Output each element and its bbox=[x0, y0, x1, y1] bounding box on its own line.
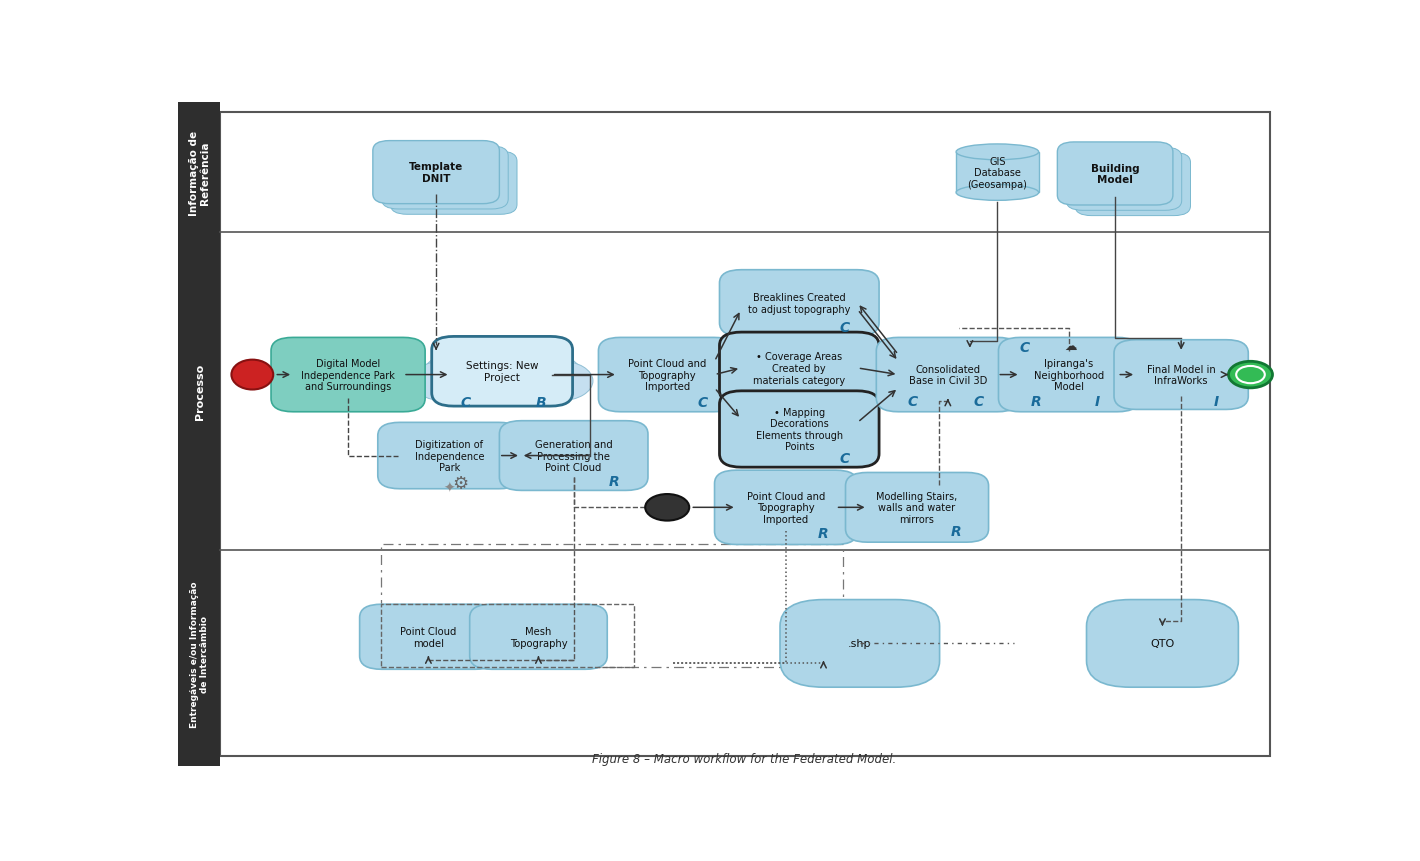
FancyBboxPatch shape bbox=[1066, 148, 1181, 211]
Ellipse shape bbox=[956, 145, 1038, 160]
Text: R: R bbox=[1031, 394, 1041, 409]
FancyBboxPatch shape bbox=[1058, 143, 1173, 206]
Bar bbox=[178, 103, 220, 766]
Text: ⚙: ⚙ bbox=[452, 475, 469, 492]
Text: ☁: ☁ bbox=[1065, 339, 1078, 352]
FancyBboxPatch shape bbox=[391, 152, 517, 215]
Text: I: I bbox=[1095, 394, 1100, 409]
Text: Modelling Stairs,
walls and water
mirrors: Modelling Stairs, walls and water mirror… bbox=[876, 491, 957, 524]
Text: Digital Model
Independence Park
and Surroundings: Digital Model Independence Park and Surr… bbox=[301, 358, 395, 392]
Circle shape bbox=[490, 347, 564, 391]
Circle shape bbox=[506, 352, 581, 398]
Text: Informação de
Referência: Informação de Referência bbox=[189, 130, 210, 215]
Circle shape bbox=[423, 352, 498, 398]
FancyBboxPatch shape bbox=[876, 338, 1020, 412]
Text: Ipiranga's
Neighborhood
Model: Ipiranga's Neighborhood Model bbox=[1034, 358, 1103, 392]
Text: ✦: ✦ bbox=[443, 480, 456, 495]
Text: Point Cloud and
Topography
​Imported: Point Cloud and Topography ​Imported bbox=[747, 491, 825, 524]
FancyBboxPatch shape bbox=[271, 338, 425, 412]
Text: GIS
Database
(Geosampa): GIS Database (Geosampa) bbox=[967, 157, 1027, 189]
Text: • Coverage Areas
Created by
materials category: • Coverage Areas Created by materials ca… bbox=[753, 352, 845, 385]
FancyBboxPatch shape bbox=[845, 473, 988, 542]
FancyBboxPatch shape bbox=[780, 600, 940, 687]
Text: Generation and
Processing the
Point Cloud: Generation and Processing the Point Clou… bbox=[535, 439, 612, 473]
FancyBboxPatch shape bbox=[1075, 153, 1190, 216]
FancyBboxPatch shape bbox=[714, 471, 858, 545]
Text: Digitization of
Independence
Park: Digitization of Independence Park bbox=[415, 439, 484, 473]
Text: R: R bbox=[950, 524, 961, 538]
Circle shape bbox=[453, 342, 551, 402]
Text: C: C bbox=[839, 320, 849, 334]
Circle shape bbox=[506, 369, 565, 405]
Text: Point Cloud and
Topography
Imported: Point Cloud and Topography Imported bbox=[628, 358, 706, 392]
Circle shape bbox=[412, 362, 477, 401]
Text: C: C bbox=[1020, 340, 1030, 354]
FancyBboxPatch shape bbox=[500, 421, 648, 491]
Text: C: C bbox=[907, 394, 917, 409]
Text: R: R bbox=[609, 474, 619, 488]
Text: C: C bbox=[974, 394, 984, 409]
Circle shape bbox=[1237, 367, 1265, 384]
Bar bbox=[956, 152, 1038, 193]
FancyBboxPatch shape bbox=[1115, 340, 1248, 410]
FancyBboxPatch shape bbox=[720, 270, 879, 337]
FancyBboxPatch shape bbox=[373, 141, 500, 204]
Text: C: C bbox=[697, 395, 707, 409]
Text: B: B bbox=[535, 396, 545, 410]
Text: Processo: Processo bbox=[195, 363, 204, 420]
Text: Breaklines Created
to adjust topography: Breaklines Created to adjust topography bbox=[748, 293, 851, 314]
Text: Template
DNIT: Template DNIT bbox=[409, 162, 463, 183]
Text: C: C bbox=[839, 451, 849, 465]
FancyBboxPatch shape bbox=[998, 338, 1139, 412]
Circle shape bbox=[466, 360, 538, 403]
FancyBboxPatch shape bbox=[720, 332, 879, 405]
Circle shape bbox=[645, 494, 689, 521]
Text: Point Cloud
model: Point Cloud model bbox=[400, 626, 457, 647]
Text: Consolidated
Base in Civil 3D: Consolidated Base in Civil 3D bbox=[909, 364, 987, 386]
Text: QTO: QTO bbox=[1150, 639, 1174, 648]
Text: R: R bbox=[818, 526, 829, 540]
Text: I: I bbox=[1214, 394, 1218, 409]
FancyBboxPatch shape bbox=[382, 146, 508, 210]
Circle shape bbox=[1228, 362, 1272, 388]
Text: Mesh
Topography: Mesh Topography bbox=[510, 626, 567, 647]
Circle shape bbox=[527, 362, 594, 401]
Text: • Mapping
Decorations
Elements through
Points: • Mapping Decorations Elements through P… bbox=[755, 407, 843, 452]
FancyBboxPatch shape bbox=[359, 604, 497, 670]
FancyBboxPatch shape bbox=[378, 423, 521, 489]
Text: Building
Model: Building Model bbox=[1091, 164, 1139, 185]
Circle shape bbox=[439, 369, 498, 405]
Circle shape bbox=[442, 347, 514, 391]
Text: C: C bbox=[460, 396, 471, 410]
Ellipse shape bbox=[956, 185, 1038, 201]
FancyBboxPatch shape bbox=[470, 604, 608, 670]
Text: Final Model in
InfraWorks: Final Model in InfraWorks bbox=[1147, 364, 1216, 386]
Text: .shp: .shp bbox=[848, 639, 872, 648]
FancyBboxPatch shape bbox=[220, 114, 1271, 756]
Text: Figure 8 – Macro workflow for the Federated Model.: Figure 8 – Macro workflow for the Federa… bbox=[592, 752, 896, 765]
Text: Settings: New
Project: Settings: New Project bbox=[466, 361, 538, 382]
FancyBboxPatch shape bbox=[720, 392, 879, 468]
Ellipse shape bbox=[231, 360, 273, 390]
FancyBboxPatch shape bbox=[1086, 600, 1238, 687]
FancyBboxPatch shape bbox=[598, 338, 736, 412]
Text: Entregáveis e/ou Informação
de Intercâmbio: Entregáveis e/ou Informação de Intercâmb… bbox=[190, 580, 209, 727]
FancyBboxPatch shape bbox=[432, 337, 572, 406]
